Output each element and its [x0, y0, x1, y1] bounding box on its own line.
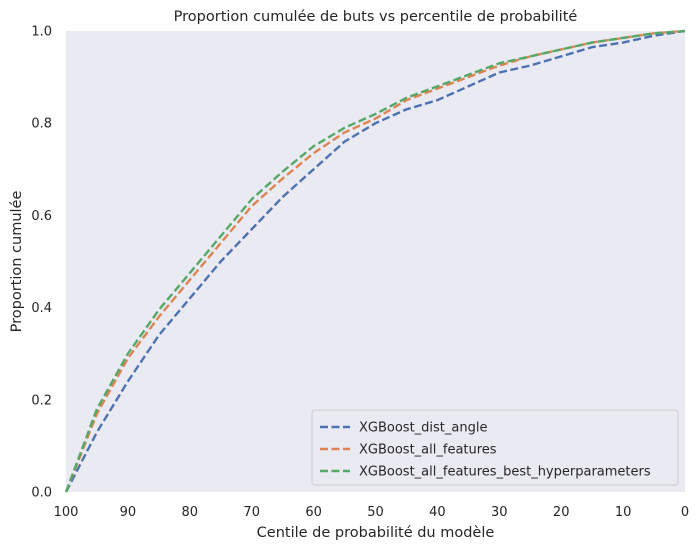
x-tick-label: 70	[243, 505, 260, 520]
y-tick-label: 0.4	[31, 301, 52, 316]
legend: XGBoost_dist_angle XGBoost_all_features XG…	[311, 409, 679, 486]
x-tick-label: 20	[553, 505, 570, 520]
x-tick-label: 40	[429, 505, 446, 520]
x-tick-label: 80	[182, 505, 199, 520]
x-tick-label: 100	[54, 505, 79, 520]
chart-title: Proportion cumulée de buts vs percentile…	[174, 9, 578, 25]
legend-label: XGBoost_all_features_best_hyperparameter…	[359, 465, 651, 480]
y-tick-label: 0.0	[31, 486, 52, 501]
series-line-xgboost-all-features-best-hyperparameters	[64, 29, 686, 493]
x-tick-label: 90	[120, 505, 137, 520]
series-line-xgboost-dist-angle	[64, 29, 686, 493]
legend-label: XGBoost_dist_angle	[359, 421, 487, 436]
y-axis-label: Proportion cumulée	[9, 191, 25, 333]
x-tick-label: 60	[305, 505, 322, 520]
y-tick-label: 0.2	[31, 393, 52, 408]
x-tick-label: 10	[615, 505, 632, 520]
y-tick-label: 0.6	[31, 209, 52, 224]
x-tick-label: 50	[367, 505, 384, 520]
chart-marks	[64, 29, 686, 493]
x-axis-label: Centile de probabilité du modèle	[257, 525, 495, 541]
x-tick-label: 30	[491, 505, 508, 520]
legend-label: XGBoost_all_features	[359, 443, 497, 458]
legend-box	[311, 409, 679, 486]
x-tick-label: 0	[681, 505, 689, 520]
y-tick-label: 0.8	[31, 117, 52, 132]
y-tick-label: 1.0	[31, 25, 52, 40]
